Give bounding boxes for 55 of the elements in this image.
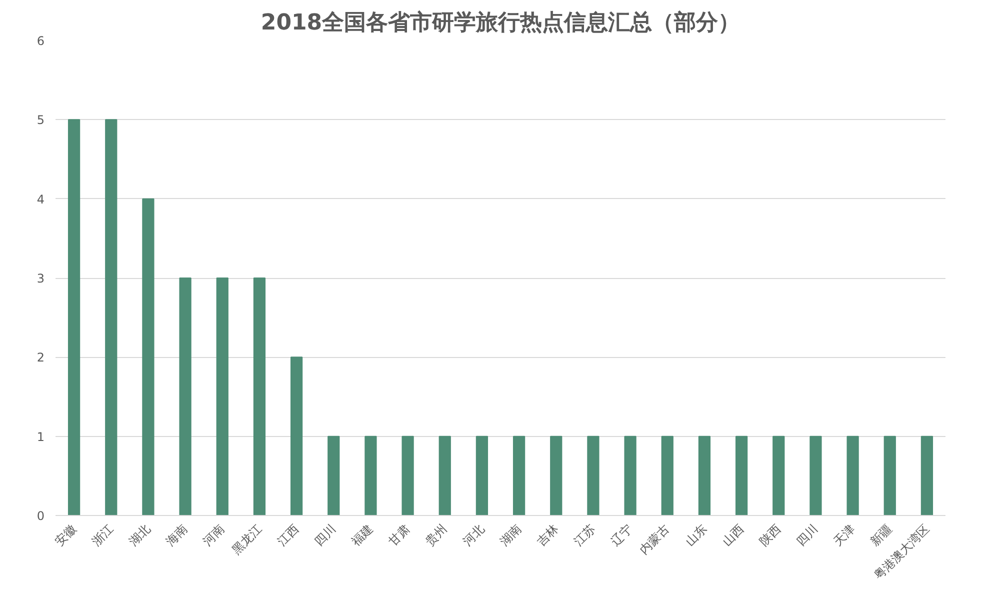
bar [216, 278, 228, 516]
chart-title: 2018全国各省市研学旅行热点信息汇总（部分） [260, 10, 740, 36]
bar [624, 436, 636, 516]
bar [328, 436, 340, 516]
y-tick-label: 5 [36, 113, 45, 128]
bar [920, 436, 934, 516]
x-tick-label: 海南 [163, 522, 190, 548]
bar [105, 119, 118, 516]
bar [772, 436, 785, 516]
bar [846, 436, 859, 516]
bar [438, 436, 451, 516]
bar [587, 436, 600, 516]
bar [884, 436, 896, 516]
bar [698, 436, 711, 516]
x-tick-label: 江西 [274, 522, 302, 548]
x-tick-label: 天津 [830, 522, 858, 548]
y-tick-label: 6 [36, 34, 45, 48]
bar [550, 436, 562, 516]
x-tick-label: 贵州 [422, 522, 450, 548]
x-tick-label: 四川 [312, 522, 339, 548]
x-tick-label: 河南 [200, 522, 228, 548]
x-tick-label: 福建 [348, 522, 376, 548]
x-tick-label: 河北 [460, 522, 487, 548]
x-tick-label: 湖北 [126, 522, 154, 548]
x-tick-label: 山东 [682, 522, 710, 548]
x-tick-label: 陕西 [756, 522, 784, 548]
x-tick-label: 山西 [720, 522, 746, 548]
bar [68, 119, 80, 516]
y-tick-label: 0 [36, 509, 45, 523]
x-tick-label: 安徽 [52, 522, 79, 548]
y-tick-label: 1 [36, 430, 45, 444]
x-tick-label: 内蒙古 [636, 522, 672, 557]
bar [290, 356, 303, 516]
bar [142, 198, 154, 516]
x-tick-label: 浙江 [89, 522, 116, 548]
x-tick-label: 辽宁 [608, 522, 636, 548]
bar [661, 436, 674, 516]
x-tick-label: 黑龙江 [229, 522, 264, 557]
x-tick-label: 四川 [794, 522, 821, 548]
x-tick-label: 新疆 [868, 522, 895, 548]
bar [476, 436, 488, 516]
bar [364, 436, 377, 516]
y-tick-label: 3 [36, 272, 45, 286]
bar [179, 278, 192, 516]
x-tick-label: 吉林 [534, 522, 562, 548]
y-tick-label: 4 [36, 192, 45, 206]
x-tick-label: 江苏 [571, 522, 598, 548]
bar [402, 436, 414, 516]
bar [512, 436, 526, 516]
bar [253, 278, 266, 516]
y-tick-label: 2 [36, 350, 45, 365]
x-tick-label: 湖南 [497, 522, 524, 548]
bar [810, 436, 822, 516]
x-tick-label: 甘肃 [386, 522, 413, 548]
bar [735, 436, 748, 516]
